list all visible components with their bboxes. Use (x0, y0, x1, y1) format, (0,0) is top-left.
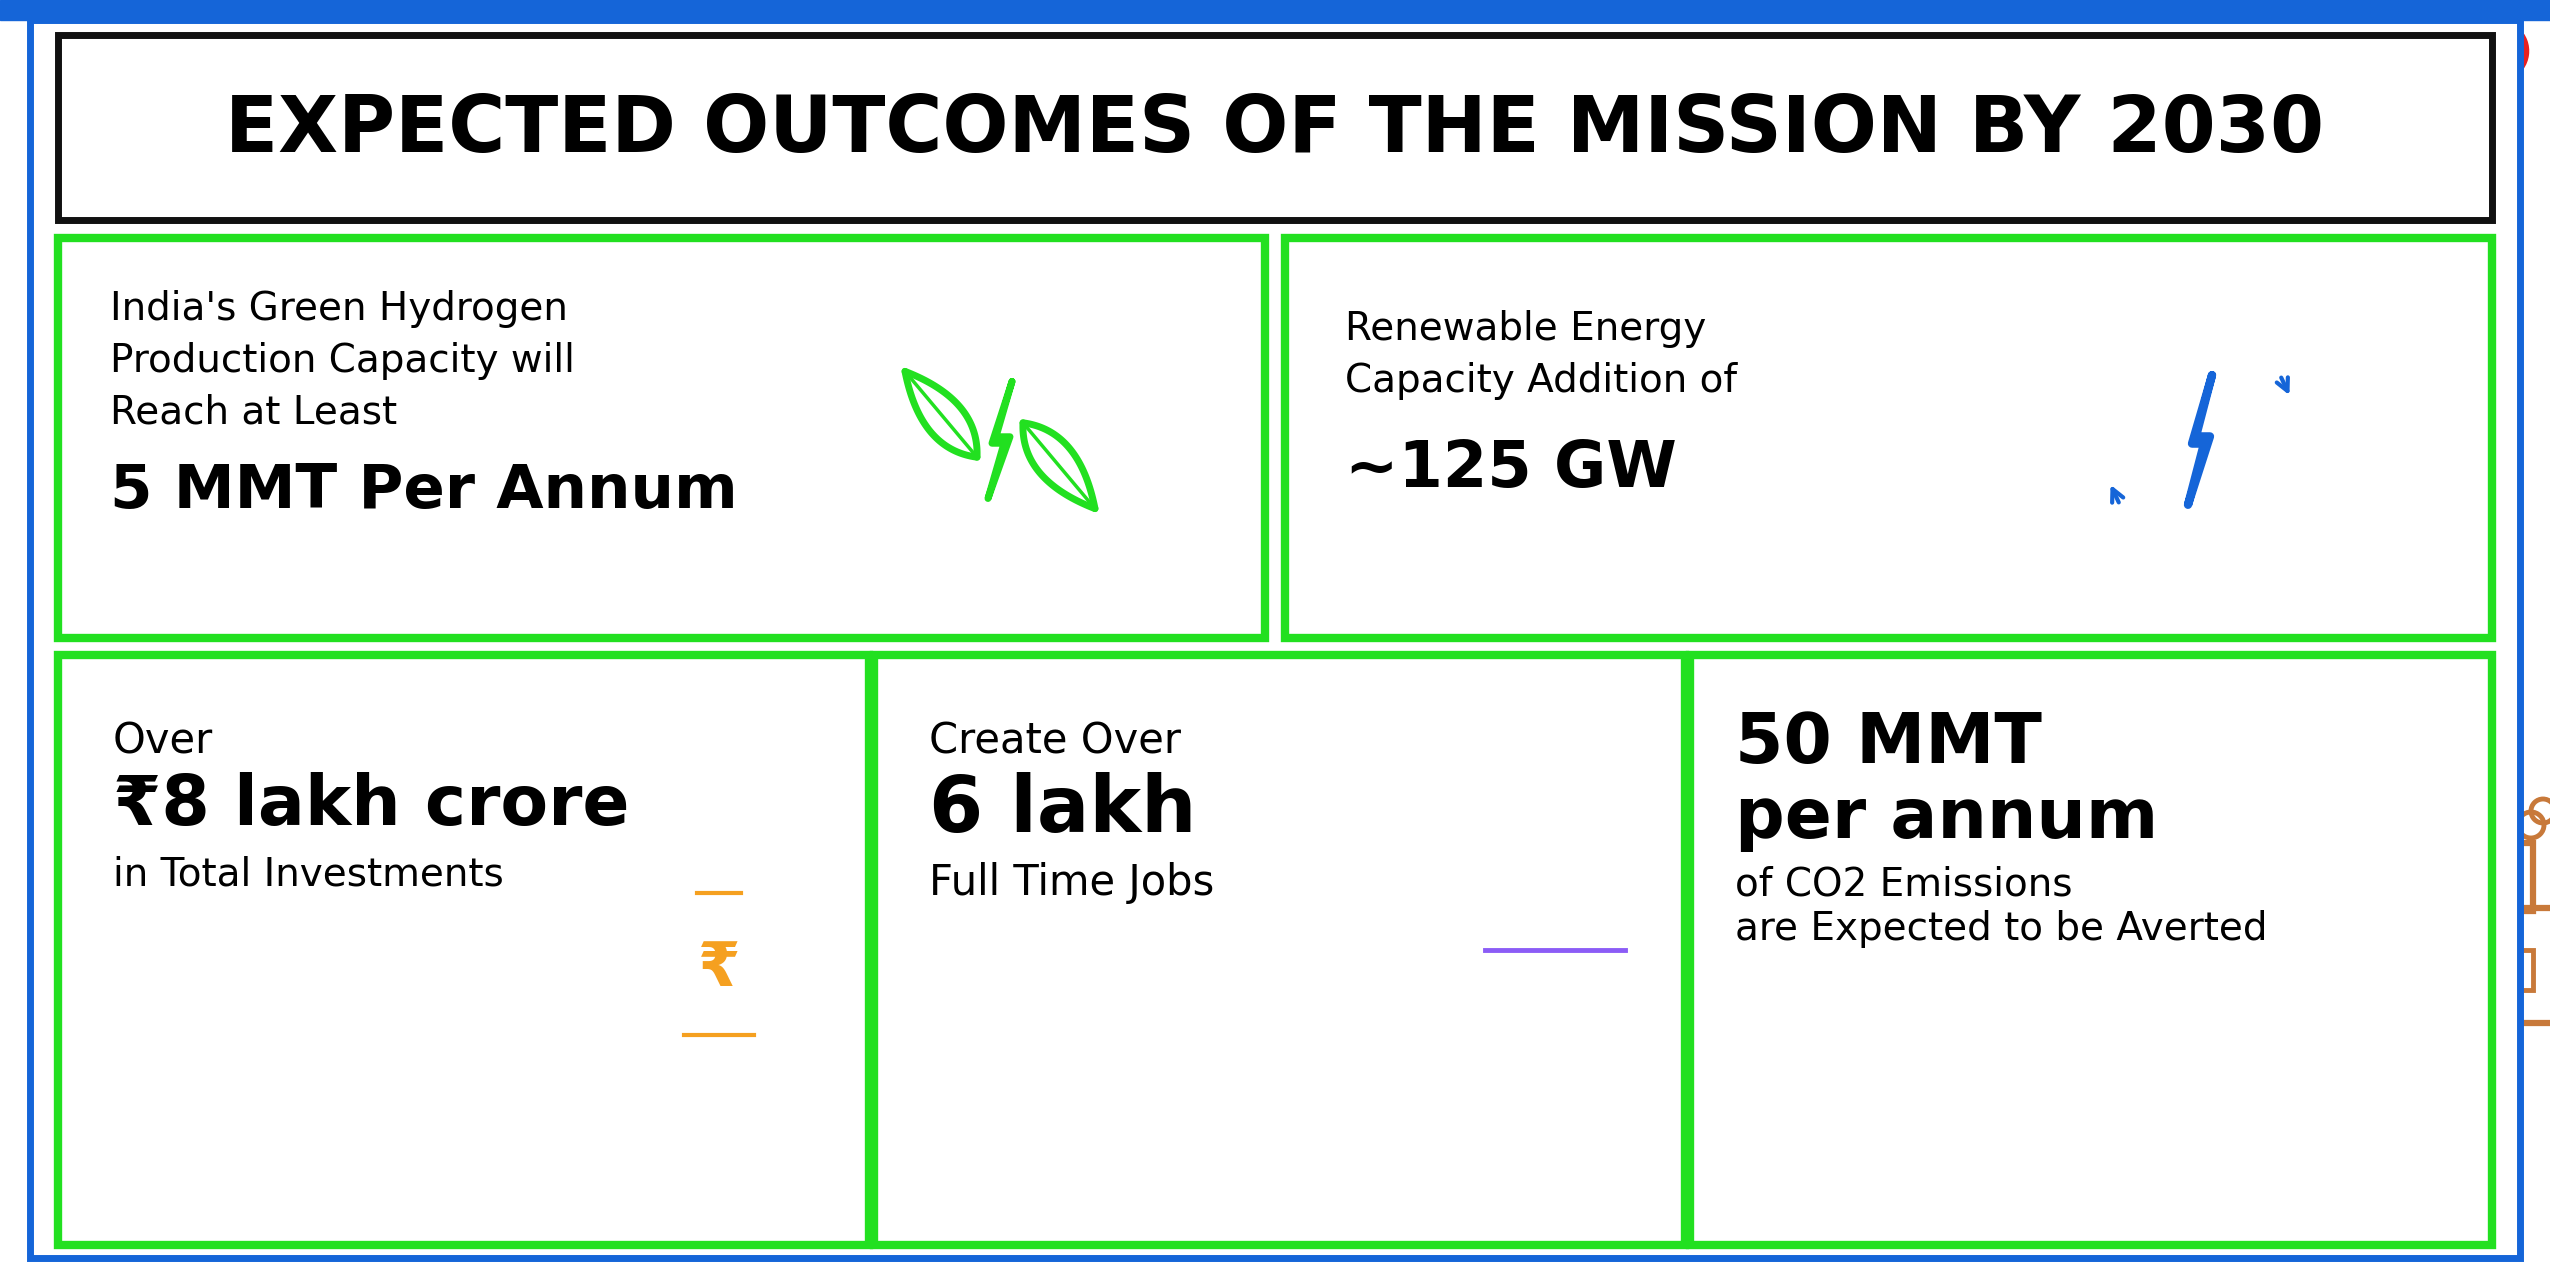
Text: ₹8 lakh crore: ₹8 lakh crore (112, 772, 630, 838)
Text: are Expected to be Averted: are Expected to be Averted (1734, 910, 2267, 948)
Text: per annum: per annum (1734, 785, 2157, 852)
Text: of CO2 Emissions: of CO2 Emissions (1734, 865, 2073, 904)
Text: 6 lakh: 6 lakh (928, 772, 1196, 849)
Text: ₹: ₹ (699, 941, 740, 999)
Text: Reach at Least: Reach at Least (110, 394, 398, 432)
Text: 5 MMT Per Annum: 5 MMT Per Annum (110, 463, 737, 521)
FancyBboxPatch shape (875, 656, 1686, 1245)
Text: in Total Investments: in Total Investments (112, 855, 505, 893)
FancyBboxPatch shape (59, 656, 870, 1245)
Text: Create Over: Create Over (928, 720, 1181, 762)
FancyBboxPatch shape (59, 35, 2491, 220)
Text: EXPECTED OUTCOMES OF THE MISSION BY 2030: EXPECTED OUTCOMES OF THE MISSION BY 2030 (224, 92, 2326, 167)
FancyBboxPatch shape (59, 238, 1265, 638)
Text: Full Time Jobs: Full Time Jobs (928, 861, 1214, 904)
Text: Renewable Energy: Renewable Energy (1344, 311, 1706, 348)
FancyBboxPatch shape (1691, 656, 2491, 1245)
FancyBboxPatch shape (1285, 238, 2491, 638)
FancyBboxPatch shape (31, 20, 2519, 1258)
Text: Capacity Addition of: Capacity Addition of (1344, 362, 1737, 400)
Text: ~125 GW: ~125 GW (1344, 438, 1678, 500)
Text: Over: Over (112, 720, 214, 762)
Text: India's Green Hydrogen: India's Green Hydrogen (110, 290, 569, 328)
Text: Production Capacity will: Production Capacity will (110, 343, 574, 380)
Text: 50 MMT: 50 MMT (1734, 711, 2043, 777)
Bar (0, 0, 2550, 20)
